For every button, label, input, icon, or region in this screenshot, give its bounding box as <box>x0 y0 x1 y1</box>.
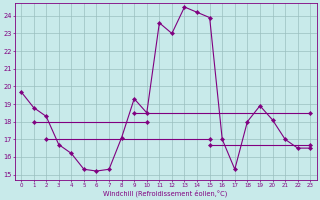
X-axis label: Windchill (Refroidissement éolien,°C): Windchill (Refroidissement éolien,°C) <box>103 189 228 197</box>
